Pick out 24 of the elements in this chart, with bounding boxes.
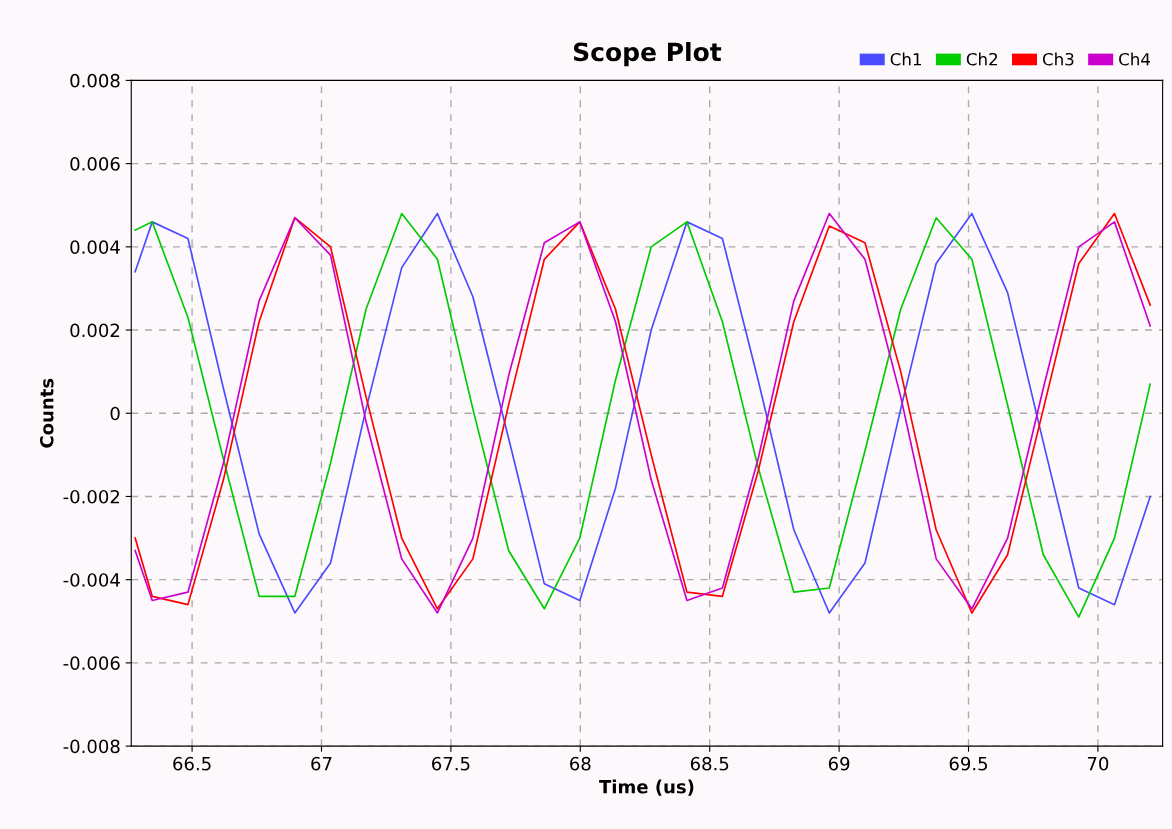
x-tick-label: 68.5 xyxy=(690,756,729,771)
x-tick-label: 69.5 xyxy=(949,756,988,771)
legend-label: Ch4 xyxy=(1119,52,1151,66)
y-tick-label: -0.008 xyxy=(63,739,120,754)
chart-title: Scope Plot xyxy=(573,41,722,67)
y-axis-title: Counts xyxy=(39,378,54,448)
y-tick-label: 0.002 xyxy=(70,323,120,338)
y-tick-label: 0.008 xyxy=(70,73,120,88)
y-tick-label: 0 xyxy=(110,406,120,421)
legend-label: Ch3 xyxy=(1042,52,1074,66)
y-tick-label: -0.004 xyxy=(63,573,120,587)
x-tick-label: 67.5 xyxy=(432,756,470,771)
legend-label: Ch1 xyxy=(890,52,921,66)
x-tick-label: 67 xyxy=(311,756,332,771)
x-tick-label: 69 xyxy=(828,756,850,771)
y-tick-label: 0.004 xyxy=(70,240,120,254)
y-tick-label: -0.006 xyxy=(63,656,120,671)
legend-label: Ch2 xyxy=(966,52,998,66)
x-tick-label: 68 xyxy=(570,756,591,771)
x-tick-label: 66.5 xyxy=(173,756,211,771)
y-tick-label: -0.002 xyxy=(63,489,120,504)
x-tick-label: 70 xyxy=(1087,756,1109,771)
y-tick-label: 0.006 xyxy=(70,157,120,171)
x-axis-title: Time (us) xyxy=(599,779,694,796)
